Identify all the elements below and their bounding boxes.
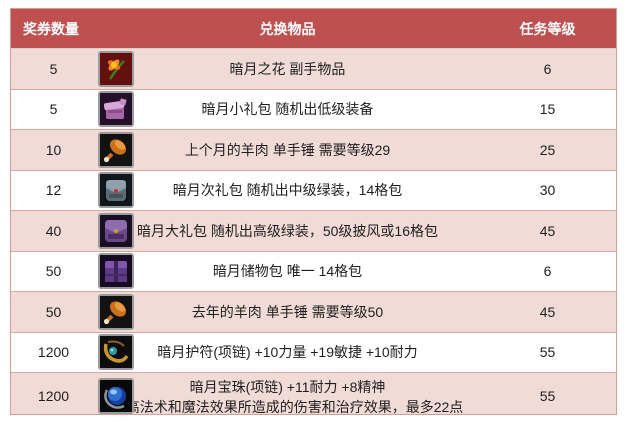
header-ticket-count: 奖券数量 — [23, 20, 79, 37]
ticket-count: 12 — [45, 182, 62, 199]
table-row: 50 暗月储物包 唯一 14格包 6 — [11, 251, 616, 292]
item-description: 暗月护符(项链) +10力量 +19敏捷 +10耐力 — [157, 344, 418, 361]
item-cell: 上个月的羊肉 单手锤 需要等级29 — [96, 130, 479, 170]
table-row: 5 暗月小礼包 随机出低级装备 15 — [11, 89, 616, 130]
quest-level: 30 — [539, 182, 556, 199]
big-gift-pack-icon[interactable] — [98, 212, 134, 249]
header-exchange-item: 兑换物品 — [259, 20, 316, 37]
item-cell: 暗月储物包 唯一 14格包 — [96, 252, 479, 292]
table-row: 1200 暗月护符(项链) +10力量 +19敏捷 +10耐力 55 — [11, 332, 616, 373]
item-description-line2: 提高法术和魔法效果所造成的伤害和治疗效果，最多22点 — [111, 399, 464, 415]
ticket-count: 5 — [49, 60, 58, 77]
item-description: 暗月次礼包 随机出中级绿装，14格包 — [172, 182, 403, 199]
small-gift-bag-icon[interactable] — [98, 91, 134, 128]
item-description: 暗月大礼包 随机出高级绿装，50级披风或16格包 — [136, 222, 439, 239]
item-description: 暗月小礼包 随机出低级装备 — [201, 101, 374, 118]
item-cell: 暗月之花 副手物品 — [96, 49, 479, 89]
item-cell: 暗月次礼包 随机出中级绿装，14格包 — [96, 171, 479, 211]
pearl-orb-icon[interactable] — [98, 378, 134, 414]
mutton-ham-icon[interactable] — [98, 131, 134, 168]
quest-level: 6 — [543, 263, 552, 280]
quest-level: 55 — [539, 344, 556, 361]
header-quest-level: 任务等级 — [519, 20, 576, 37]
table-row: 10 上个月的羊肉 单手锤 需要等级29 25 — [11, 130, 616, 171]
item-cell: 暗月大礼包 随机出高级绿装，50级披风或16格包 — [96, 211, 479, 251]
item-description: 暗月之花 副手物品 — [229, 60, 346, 77]
darkmoon-flower-icon[interactable] — [98, 50, 134, 87]
quest-level: 55 — [539, 388, 556, 404]
ticket-count: 1200 — [37, 388, 70, 404]
table-row: 5 暗月之花 副手物品 6 — [11, 49, 616, 90]
ticket-count: 5 — [49, 101, 58, 118]
lesser-gift-pack-icon[interactable] — [98, 172, 134, 209]
quest-level: 45 — [539, 303, 556, 320]
ticket-count: 1200 — [37, 344, 70, 361]
ticket-count: 50 — [45, 303, 62, 320]
mutton-ham-icon[interactable] — [98, 293, 134, 330]
item-description: 上个月的羊肉 单手锤 需要等级29 — [184, 141, 391, 158]
ticket-count: 10 — [45, 141, 62, 158]
quest-level: 25 — [539, 141, 556, 158]
quest-level: 45 — [539, 222, 556, 239]
item-cell: 暗月护符(项链) +10力量 +19敏捷 +10耐力 — [96, 333, 479, 373]
table-row: 50 去年的羊肉 单手锤 需要等级50 45 — [11, 292, 616, 333]
item-cell: 暗月小礼包 随机出低级装备 — [96, 90, 479, 130]
item-cell: 去年的羊肉 单手锤 需要等级50 — [96, 292, 479, 332]
table-header-row: 奖券数量 兑换物品 任务等级 — [11, 9, 616, 49]
quest-level: 15 — [539, 101, 556, 118]
ticket-exchange-table: 奖券数量 兑换物品 任务等级 5 暗月之花 副手物品 6 5 暗月小礼包 随机出… — [10, 8, 617, 415]
item-description-line1: 暗月宝珠(项链) +11耐力 +8精神 — [189, 379, 386, 395]
item-description: 去年的羊肉 单手锤 需要等级50 — [191, 303, 384, 320]
item-cell: 暗月宝珠(项链) +11耐力 +8精神 提高法术和魔法效果所造成的伤害和治疗效果… — [96, 373, 479, 419]
item-description: 暗月储物包 唯一 14格包 — [212, 263, 363, 280]
storage-box-icon[interactable] — [98, 253, 134, 290]
item-description: 暗月宝珠(项链) +11耐力 +8精神 提高法术和魔法效果所造成的伤害和治疗效果… — [112, 377, 464, 419]
ticket-count: 40 — [45, 222, 62, 239]
amulet-necklace-icon[interactable] — [98, 334, 134, 371]
table-row: 12 暗月次礼包 随机出中级绿装，14格包 30 — [11, 170, 616, 211]
ticket-count: 50 — [45, 263, 62, 280]
table-row: 1200 暗月宝珠(项链) +11耐力 +8精神 提高法术和魔法效果所造成的伤害… — [11, 373, 616, 415]
table-row: 40 暗月大礼包 随机出高级绿装，50级披风或16格包 45 — [11, 211, 616, 252]
quest-level: 6 — [543, 60, 552, 77]
